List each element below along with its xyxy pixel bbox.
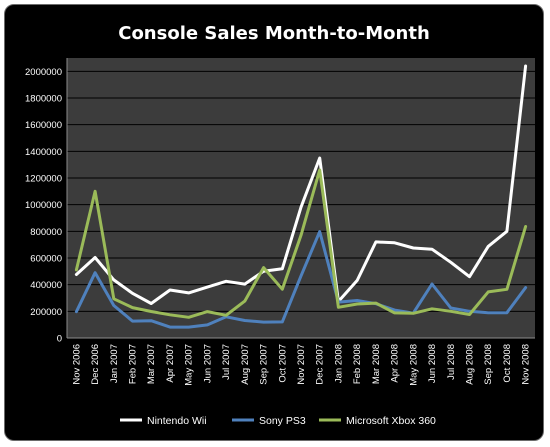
x-tick-label: Jul 2008: [446, 344, 457, 380]
x-tick-label: Feb 2007: [128, 344, 139, 384]
x-tick-label: Jun 2007: [202, 344, 213, 383]
series-line-nintendo-wii: [74, 64, 528, 305]
x-tick-label: May 2008: [408, 344, 419, 386]
y-tick-label: 400000: [30, 280, 62, 291]
x-tick-label: Nov 2007: [296, 344, 307, 385]
x-tick-label: Mar 2008: [371, 344, 382, 384]
x-tick-label: Jun 2008: [427, 344, 438, 383]
x-tick-label: Feb 2008: [352, 344, 363, 384]
y-tick-label: 0: [57, 334, 62, 345]
x-tick-label: Nov 2008: [521, 344, 532, 385]
chart-title: Console Sales Month-to-Month: [118, 23, 430, 44]
x-tick-label: Jan 2008: [333, 344, 344, 383]
y-tick-label: 800000: [30, 227, 62, 238]
series-line-microsoft-xbox-360: [74, 168, 528, 319]
x-tick-label: Aug 2008: [464, 344, 475, 385]
x-tick-label: Nov 2006: [71, 344, 82, 385]
x-tick-label: Oct 2008: [502, 344, 513, 383]
legend-label-sony-ps3: Sony PS3: [259, 415, 306, 427]
y-tick-label: 1200000: [25, 174, 62, 185]
x-tick-label: Sep 2008: [483, 344, 494, 385]
y-tick-label: 1600000: [25, 120, 62, 131]
y-tick-label: 600000: [30, 254, 62, 265]
series-line-sony-ps3: [74, 230, 528, 329]
x-tick-label: Apr 2008: [390, 344, 401, 383]
x-tick-label: Jul 2007: [221, 344, 232, 380]
x-tick-label: Aug 2007: [240, 344, 251, 385]
y-tick-label: 2000000: [25, 67, 62, 78]
y-tick-label: 1000000: [25, 200, 62, 211]
x-tick-label: Apr 2007: [165, 344, 176, 383]
x-tick-label: May 2007: [184, 344, 195, 386]
x-tick-label: Mar 2007: [146, 344, 157, 384]
y-tick-label: 1800000: [25, 94, 62, 105]
x-tick-label: Dec 2006: [90, 344, 101, 385]
y-tick-label: 200000: [30, 307, 62, 318]
x-tick-label: Oct 2007: [277, 344, 288, 383]
plot-area: [67, 58, 535, 338]
x-tick-label: Dec 2007: [315, 344, 326, 385]
x-tick-label: Sep 2007: [259, 344, 270, 385]
y-tick-label: 1400000: [25, 147, 62, 158]
x-tick-label: Jan 2007: [109, 344, 120, 383]
legend-label-microsoft-xbox-360: Microsoft Xbox 360: [346, 415, 436, 427]
legend-label-nintendo-wii: Nintendo Wii: [147, 415, 207, 427]
